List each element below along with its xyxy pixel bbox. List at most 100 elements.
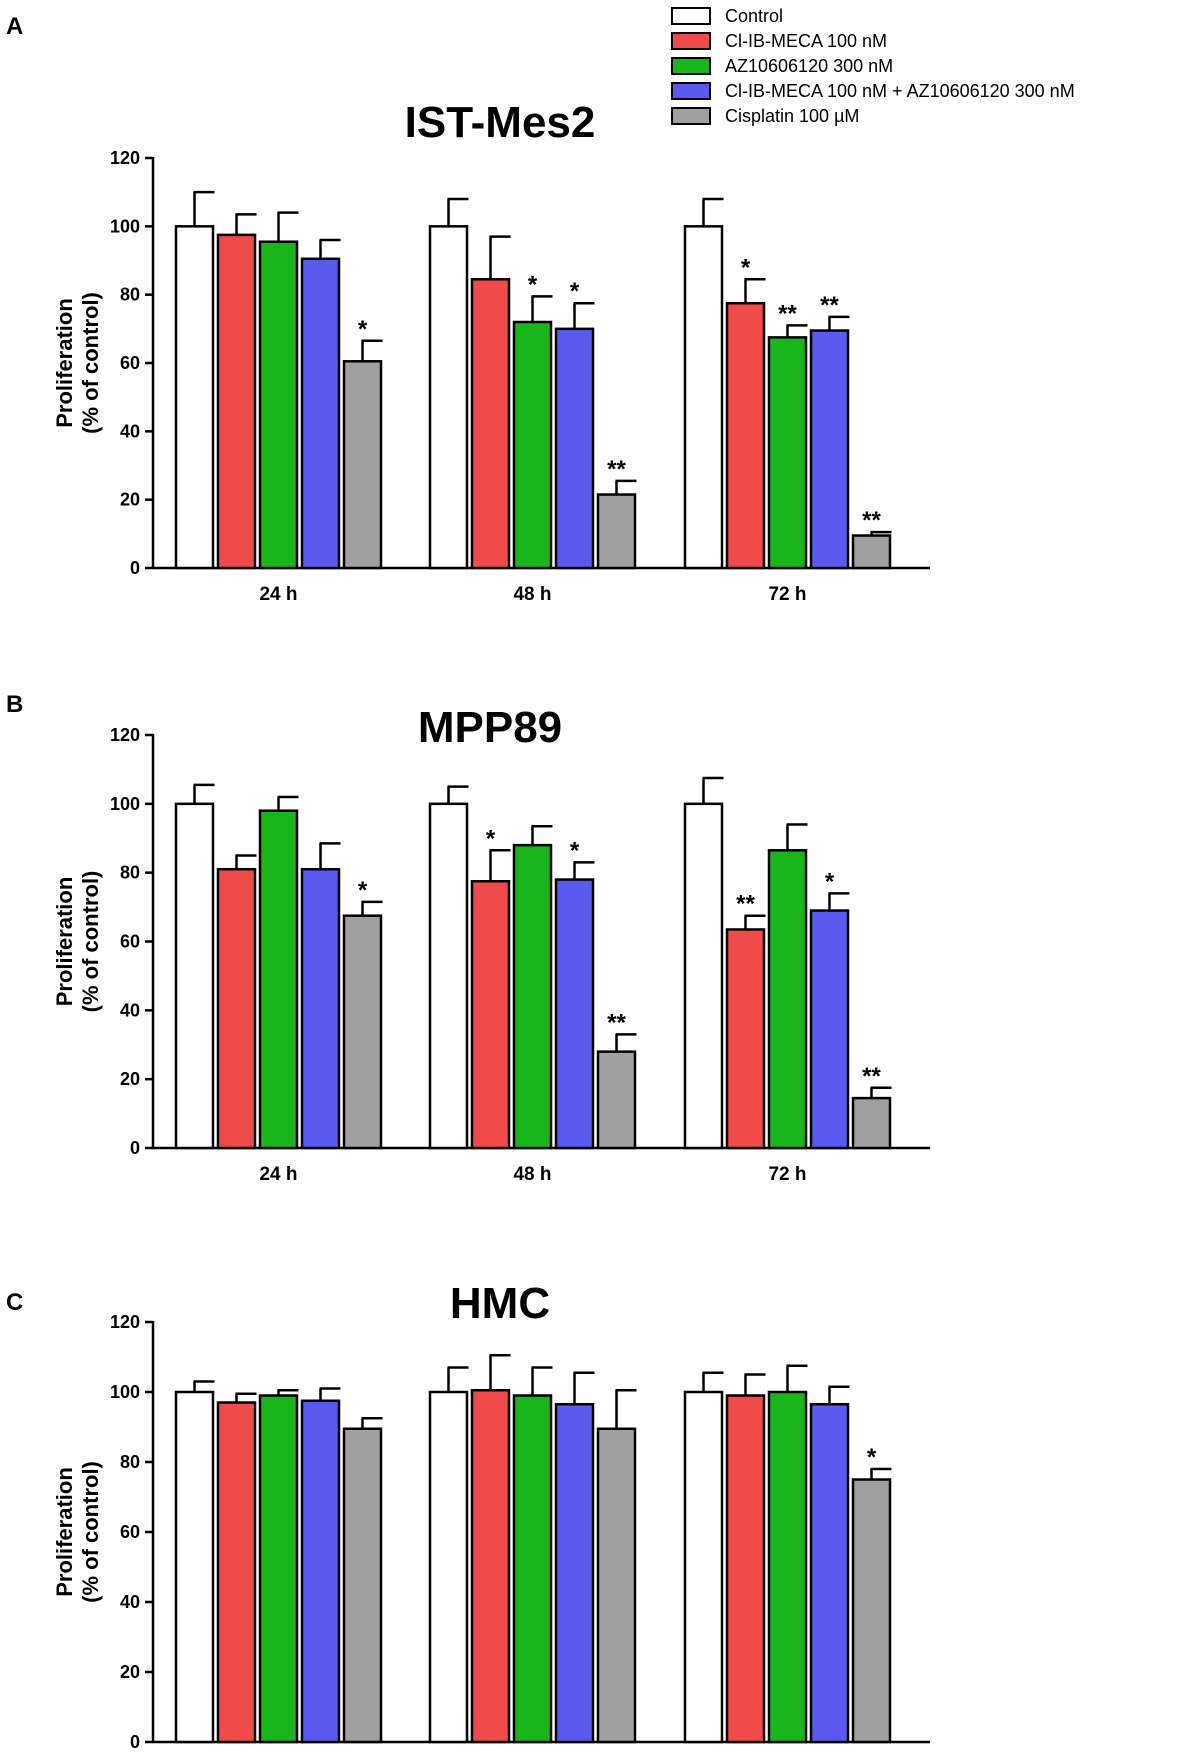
chart-panel-mpp89: B MPP89 Proliferation (% of control) 0 20 40 60…	[6, 691, 930, 1185]
bar-cl-ib-meca-100-nm-24-h	[216, 867, 257, 1150]
chart-title: HMC	[450, 1279, 550, 1328]
legend-label-cisplatin-100-m: Cisplatin 100 µM	[725, 106, 859, 126]
bar-cl-ib-meca-100-nm-az10606120-300-nm-48-h	[554, 327, 595, 570]
y-tick-label: 40	[120, 1000, 140, 1020]
x-category-label: 24 h	[259, 584, 297, 605]
bar-az10606120-300-nm-48-h	[512, 320, 553, 570]
bar-az10606120-300-nm-48-h	[512, 843, 553, 1150]
legend: Control Cl-IB-MECA 100 nM AZ10606120 300 n…	[671, 6, 1075, 126]
significance-mark: *	[741, 254, 751, 281]
x-category-label: 48 h	[513, 584, 551, 605]
y-tick-label: 60	[120, 932, 140, 952]
chart-panel-ist-mes2: A IST-Mes2 Proliferation (% of control) 0 20 4…	[6, 13, 930, 605]
y-tick-label: 120	[110, 1312, 140, 1332]
bar-cl-ib-meca-100-nm-az10606120-300-nm-48-h	[554, 1403, 595, 1744]
bar-az10606120-300-nm-72-h	[767, 336, 808, 570]
panel-letter: C	[6, 1289, 23, 1316]
bar-cisplatin-100-m-72-h	[851, 1478, 892, 1744]
bar-cisplatin-100-m-72-h	[851, 1096, 892, 1150]
bar-cl-ib-meca-100-nm-24-h	[216, 233, 257, 570]
y-tick-label: 80	[120, 1452, 140, 1472]
significance-mark: **	[736, 891, 755, 918]
significance-mark: *	[867, 1444, 877, 1471]
bar-control-24-h	[174, 1390, 215, 1744]
legend-swatch-cl-ib-meca-100-nm-az10606120-300-nm	[671, 82, 711, 100]
bar-az10606120-300-nm-24-h	[258, 809, 299, 1150]
panel-letter: A	[6, 13, 23, 40]
bar-cisplatin-100-m-48-h	[596, 1427, 637, 1744]
significance-mark: **	[862, 1063, 881, 1090]
bar-cisplatin-100-m-72-h	[851, 534, 892, 570]
legend-swatch-control	[671, 7, 711, 25]
legend-label-cl-ib-meca-100-nm-az10606120-300-nm: Cl-IB-MECA 100 nM + AZ10606120 300 nM	[725, 81, 1075, 101]
significance-mark: **	[778, 300, 797, 327]
bar-az10606120-300-nm-24-h	[258, 240, 299, 570]
y-axis-title-line: (% of control)	[78, 292, 103, 434]
y-tick-label: 0	[130, 1138, 140, 1158]
legend-label-az10606120-300-nm: AZ10606120 300 nM	[725, 56, 893, 76]
legend-swatch-cl-ib-meca-100-nm	[671, 32, 711, 50]
significance-mark: **	[862, 507, 881, 534]
bar-az10606120-300-nm-24-h	[258, 1394, 299, 1744]
bar-cl-ib-meca-100-nm-48-h	[470, 880, 511, 1150]
y-tick-label: 20	[120, 490, 140, 510]
y-tick-label: 20	[120, 1069, 140, 1089]
bar-cl-ib-meca-100-nm-24-h	[216, 1401, 257, 1744]
y-tick-label: 60	[120, 1522, 140, 1542]
bar-cl-ib-meca-100-nm-72-h	[725, 928, 766, 1150]
bar-cisplatin-100-m-48-h	[596, 1050, 637, 1150]
bar-control-72-h	[683, 1390, 724, 1744]
y-tick-label: 0	[130, 558, 140, 578]
y-axis-title-line: Proliferation	[52, 298, 77, 428]
y-tick-label: 80	[120, 863, 140, 883]
bar-cisplatin-100-m-24-h	[342, 1427, 383, 1744]
significance-mark: *	[528, 271, 538, 298]
significance-mark: *	[570, 837, 580, 864]
y-tick-label: 40	[120, 1592, 140, 1612]
significance-mark: **	[607, 1009, 626, 1036]
panel-letter: B	[6, 691, 23, 718]
x-category-label: 48 h	[513, 1758, 551, 1760]
significance-mark: *	[358, 316, 368, 343]
bar-az10606120-300-nm-72-h	[767, 849, 808, 1150]
y-tick-label: 100	[110, 794, 140, 814]
bar-cl-ib-meca-100-nm-az10606120-300-nm-48-h	[554, 878, 595, 1150]
significance-mark: *	[358, 877, 368, 904]
bar-cisplatin-100-m-24-h	[342, 360, 383, 570]
bar-control-24-h	[174, 802, 215, 1150]
bar-cl-ib-meca-100-nm-az10606120-300-nm-24-h	[300, 867, 341, 1150]
y-tick-label: 120	[110, 148, 140, 168]
chart-title: MPP89	[418, 703, 562, 752]
bar-az10606120-300-nm-48-h	[512, 1394, 553, 1744]
x-category-label: 72 h	[768, 584, 806, 605]
significance-mark: *	[570, 278, 580, 305]
y-axis-title: Proliferation (% of control)	[52, 1461, 103, 1603]
y-tick-label: 40	[120, 421, 140, 441]
y-tick-label: 20	[120, 1662, 140, 1682]
bar-cl-ib-meca-100-nm-az10606120-300-nm-72-h	[809, 909, 850, 1150]
x-category-label: 24 h	[259, 1758, 297, 1760]
y-axis-title: Proliferation (% of control)	[52, 292, 103, 434]
bar-az10606120-300-nm-72-h	[767, 1390, 808, 1744]
bar-control-48-h	[428, 1390, 469, 1744]
bar-cl-ib-meca-100-nm-az10606120-300-nm-72-h	[809, 1403, 850, 1744]
chart-title: IST-Mes2	[405, 98, 596, 147]
y-tick-label: 0	[130, 1732, 140, 1752]
legend-swatch-az10606120-300-nm	[671, 57, 711, 75]
y-axis-title-line: Proliferation	[52, 877, 77, 1007]
y-tick-label: 100	[110, 216, 140, 236]
bar-cisplatin-100-m-48-h	[596, 493, 637, 570]
chart-panel-hmc: C HMC Proliferation (% of control) 0 20 40 60 80…	[6, 1279, 930, 1760]
y-tick-label: 60	[120, 353, 140, 373]
x-category-label: 24 h	[259, 1164, 297, 1185]
bar-control-24-h	[174, 225, 215, 570]
x-category-label: 72 h	[768, 1164, 806, 1185]
significance-mark: **	[820, 292, 839, 319]
x-category-label: 48 h	[513, 1164, 551, 1185]
legend-swatch-cisplatin-100-m	[671, 107, 711, 125]
legend-label-cl-ib-meca-100-nm: Cl-IB-MECA 100 nM	[725, 31, 887, 51]
bar-control-48-h	[428, 225, 469, 570]
bar-cisplatin-100-m-24-h	[342, 914, 383, 1150]
